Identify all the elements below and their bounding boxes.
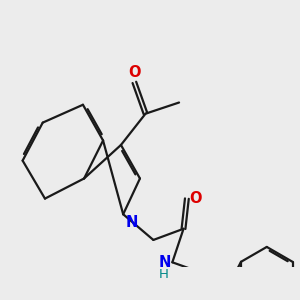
Text: O: O (128, 65, 141, 80)
Text: N: N (159, 255, 171, 270)
Text: H: H (159, 268, 169, 281)
Text: O: O (189, 191, 202, 206)
Text: N: N (125, 215, 138, 230)
